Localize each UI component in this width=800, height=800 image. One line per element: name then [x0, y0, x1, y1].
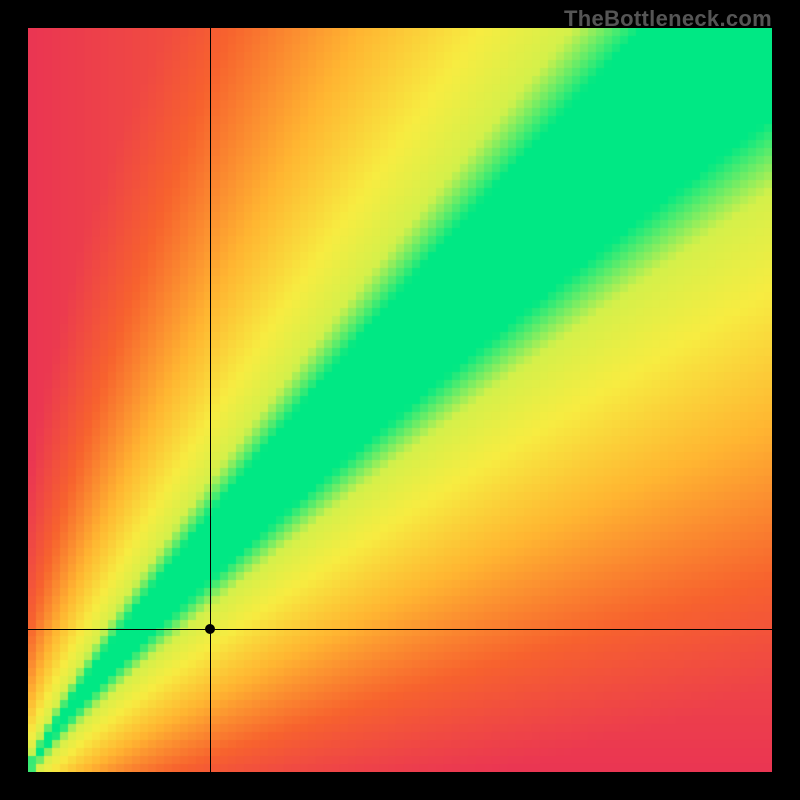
bottleneck-heatmap — [28, 28, 772, 772]
crosshair-vertical — [210, 28, 211, 772]
crosshair-horizontal — [28, 629, 772, 630]
heatmap-canvas — [28, 28, 772, 772]
marker-dot — [205, 624, 215, 634]
watermark-text: TheBottleneck.com — [564, 6, 772, 32]
